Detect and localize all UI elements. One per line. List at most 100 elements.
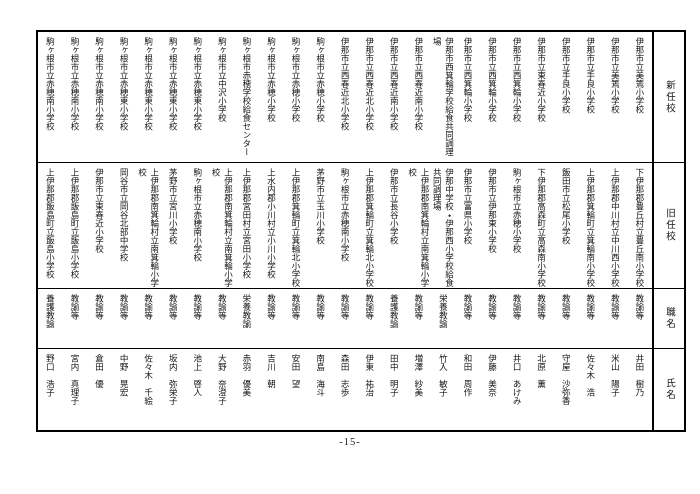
position-text: 教諭等 [462,294,473,320]
old-school-text: 上伊那郡箕輪町立箕輪南小学校 [585,168,596,287]
cell-new-school: 伊那市立西春近北小学校 [357,32,382,162]
old-school-text: 茅野市立宮川小学校 [168,168,179,245]
cell-position: 教諭等 [185,288,210,348]
cell-name: 大野 奈澄子 [209,348,235,430]
cell-name: 北原 薫 [529,348,554,430]
cell-new-school: 駒ヶ根市赤穂学校給食センター [234,32,259,162]
cell-position: 教諭等 [602,288,628,348]
cell-new-school: 駒ヶ根市立赤穂南小学校 [38,32,63,162]
old-school-text: 駒ヶ根市立赤穂南小学校 [340,168,351,262]
position-text: 養護教諭 [45,294,56,328]
new-school-text: 伊那市立西春近北小学校 [340,37,351,131]
new-school-text: 駒ヶ根市赤穂学校給食センター [241,37,252,156]
cell-position: 栄養教諭 [430,288,456,348]
cell-name: 赤羽 優美 [234,348,259,430]
new-school-text: 伊那市立東春近小学校 [536,37,547,122]
name-text: 米山 陽子 [610,354,621,397]
old-school-text: 上伊那郡箕輪町立箕輪北小学校 [291,168,301,287]
cell-name: 和田 周作 [455,348,481,430]
position-text: 教諭等 [168,294,179,320]
cell-new-school: 駒ヶ根市立赤穂東小学校 [185,32,210,162]
person-column: 駒ヶ根市立赤穂南小学校 伊那市立東春近小学校 教諭等 倉田 優 [87,32,112,430]
cell-old-school: 下伊那郡高森町立高森南小学校 [529,162,554,288]
name-text: 竹入 敏子 [438,354,449,397]
old-school-text: 上伊那郡南箕輪村立南箕輪小学 校 [211,168,234,287]
cell-position: 養護教諭 [37,288,63,348]
position-text: 教諭等 [119,294,130,320]
person-column: 伊那市立西春近南小学校 上伊那郡南箕輪村立南箕輪小学 校教諭等 増澤 紗美 [406,32,431,430]
cell-new-school: 伊那市立西春近北小学校 [333,32,358,162]
position-text: 栄養教諭 [241,294,252,328]
old-school-text: 上伊那郡飯島町立飯島小学校 [45,168,56,279]
cell-name: 伊藤 美奈 [480,348,505,430]
person-column: 駒ヶ根市赤穂学校給食センター 上伊那郡宮田村立宮田小学校 栄養教諭 赤羽 優美 [234,32,259,430]
new-school-text: 伊那市立手良小学校 [585,37,596,114]
cell-name: 野口 浩子 [37,348,63,430]
old-school-text: 上伊那郡南箕輪村立南箕輪小学 校 [407,168,430,287]
old-school-text: 上伊那郡箕輪町立箕輪北小学校 [364,168,375,287]
person-column: 伊那市立西箕輪小学校 伊那市立富県小学校 教諭等 和田 周作 [455,32,481,430]
cell-old-school: 上伊那郡南箕輪村立南箕輪小学 校 [406,162,431,288]
cell-position: 教諭等 [160,288,186,348]
cell-position: 教諭等 [308,288,333,348]
name-text: 野口 浩子 [45,354,56,397]
old-school-text: 飯田市立松尾小学校 [561,168,572,245]
old-school-text: 上水内郡小川村立小川小学校 [266,168,277,279]
new-school-text: 伊那市西箕輪学校給食共同調理 場 [432,37,455,156]
cell-name: 伊東 祐治 [357,348,382,430]
cell-name: 倉田 優 [87,348,112,430]
person-column: 伊那市立手良小学校 飯田市立松尾小学校 教諭等 守屋 沙弥香 [553,32,579,430]
old-school-text: 伊那中学校・伊那西小学校給食 共同調理場 [432,168,455,287]
cell-old-school: 茅野市立宮川小学校 [160,162,186,288]
name-text: 増澤 紗美 [413,354,424,397]
cell-old-school: 上伊那郡箕輪町立箕輪南小学校 [578,162,603,288]
position-text: 教諭等 [610,294,621,320]
cell-name: 増澤 紗美 [406,348,431,430]
page-number: -15- [339,437,361,448]
position-text: 教諭等 [192,294,203,320]
position-text: 教諭等 [94,294,105,320]
cell-new-school: 伊那市立美篶小学校 [627,32,652,162]
new-school-text: 駒ヶ根市立赤穂小学校 [291,37,301,122]
cell-new-school: 伊那市立東春近小学校 [529,32,554,162]
position-text: 教諭等 [266,294,277,320]
position-text: 教諭等 [634,294,645,320]
cell-new-school: 駒ヶ根市立赤穂東小学校 [136,32,161,162]
cell-position: 教諭等 [627,288,652,348]
cell-position: 教諭等 [504,288,530,348]
cell-new-school: 伊那市立手良小学校 [554,32,579,162]
old-school-text: 上伊那郡中川村立中川西小学校 [610,168,621,287]
old-school-text: 下伊那郡豊丘村立豊丘南小学校 [634,168,645,287]
cell-new-school: 駒ヶ根市立中沢小学校 [210,32,235,162]
new-school-text: 駒ヶ根市立赤穂東小学校 [119,37,130,131]
old-school-text: 伊那市立伊那東小学校 [487,168,498,253]
cell-name: 安田 望 [283,348,309,430]
person-column: 駒ヶ根市立赤穂東小学校 茅野市立宮川小学校 教諭等 坂内 弥栄子 [160,32,186,430]
cell-name: 佐々木 浩 [578,348,603,430]
person-column: 伊那市立東春近小学校 下伊那郡高森町立高森南小学校 教諭等 北原 薫 [529,32,554,430]
cell-old-school: 岡谷市立岡谷北部中学校 [111,162,137,288]
table-columns: 伊那市立美篶小学校 下伊那郡豊丘村立豊丘南小学校 教諭等 井田 樹乃 伊那市立美篶小学校… [37,32,652,430]
new-school-text: 駒ヶ根市立赤穂小学校 [315,37,326,122]
cell-position: 教諭等 [406,288,431,348]
cell-old-school: 伊那市立東春近小学校 [87,162,112,288]
cell-name: 池上 啓人 [185,348,210,430]
cell-name: 井田 樹乃 [627,348,652,430]
person-column: 伊那市立美篶小学校 上伊那郡中川村立中川西小学校 教諭等 米山 陽子 [602,32,628,430]
cell-new-school: 伊那市立西箕輪小学校 [505,32,530,162]
cell-old-school: 上伊那郡箕輪町立箕輪北小学校 [283,162,309,288]
cell-old-school: 上伊那郡中川村立中川西小学校 [602,162,628,288]
new-school-text: 駒ヶ根市立赤穂小学校 [266,37,277,122]
header-cell-name: 氏名 [654,348,684,430]
name-text: 池上 啓人 [192,354,203,397]
new-school-text: 駒ヶ根市立赤穂東小学校 [192,37,203,131]
new-school-text: 伊那市立西春近北小学校 [364,37,375,131]
person-column: 駒ヶ根市立赤穂南小学校上伊那郡飯島町立飯島小学校養護教諭野口 浩子 [37,32,63,430]
cell-name: 坂内 弥栄子 [160,348,186,430]
new-school-text: 駒ヶ根市立赤穂南小学校 [69,37,80,131]
cell-name: 米山 陽子 [602,348,628,430]
cell-position: 教諭等 [480,288,505,348]
new-school-text: 伊那市立西春近南小学校 [389,37,400,131]
cell-old-school: 下伊那郡豊丘村立豊丘南小学校 [627,162,652,288]
cell-position: 栄養教諭 [234,288,259,348]
